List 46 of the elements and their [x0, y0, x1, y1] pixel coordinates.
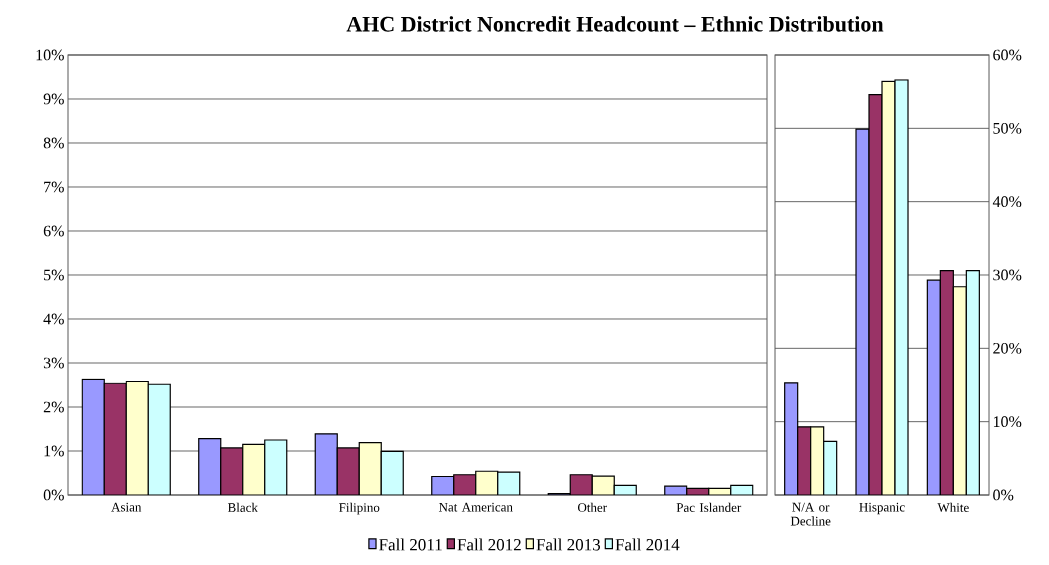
y-tick-label: 20% — [993, 342, 1022, 354]
x-tick-label: Hispanic — [859, 502, 905, 515]
y-tick-label: 1% — [44, 445, 64, 457]
legend-label: Fall 2012 — [457, 538, 521, 551]
bar — [926, 279, 941, 495]
bar — [797, 426, 812, 495]
y-tick-label: 9% — [43, 93, 64, 105]
x-tick-label: N/A or Decline — [790, 502, 831, 526]
bar — [358, 442, 382, 495]
y-tick-label: 2% — [43, 401, 64, 413]
y-tick-label: 60% — [993, 49, 1022, 61]
y-tick-label: 7% — [44, 181, 64, 193]
y-tick-label: 30% — [993, 269, 1022, 281]
x-tick-label: White — [937, 502, 969, 513]
bar — [810, 426, 825, 495]
y-tick-label: 40% — [992, 196, 1022, 208]
y-tick-label: 0% — [993, 489, 1014, 501]
y-tick-label: 8% — [43, 137, 64, 149]
x-tick-label: Other — [577, 502, 607, 512]
y-tick-label: 10% — [36, 49, 64, 61]
bar — [147, 383, 171, 495]
bar — [264, 439, 288, 495]
y-tick-label: 50% — [993, 122, 1022, 134]
y-tick-label: 4% — [43, 313, 64, 325]
legend-label: Fall 2014 — [615, 538, 680, 551]
x-tick-label: Asian — [111, 502, 142, 512]
x-tick-label: Black — [227, 502, 258, 512]
y-tick-label: 5% — [44, 269, 64, 281]
chart-title: AHC District Noncredit Headcount – Ethnic Distribution — [346, 16, 884, 32]
bar — [823, 440, 838, 495]
y-tick-label: 10% — [993, 416, 1022, 428]
bar — [242, 443, 266, 495]
y-tick-label: 6% — [43, 225, 64, 237]
bar — [965, 270, 980, 495]
bar — [380, 450, 404, 495]
bar — [125, 380, 149, 495]
x-tick-label: Nat American — [438, 502, 513, 512]
x-tick-label: Filipino — [339, 502, 380, 515]
bar — [952, 286, 967, 495]
x-tick-label: Pac Islander — [676, 502, 742, 512]
bar — [784, 382, 799, 495]
legend-label: Fall 2011 — [379, 538, 442, 551]
legend-label: Fall 2013 — [536, 538, 601, 551]
y-tick-label: 3% — [43, 357, 64, 369]
y-tick-label: 0% — [43, 489, 64, 501]
bar — [939, 270, 954, 495]
